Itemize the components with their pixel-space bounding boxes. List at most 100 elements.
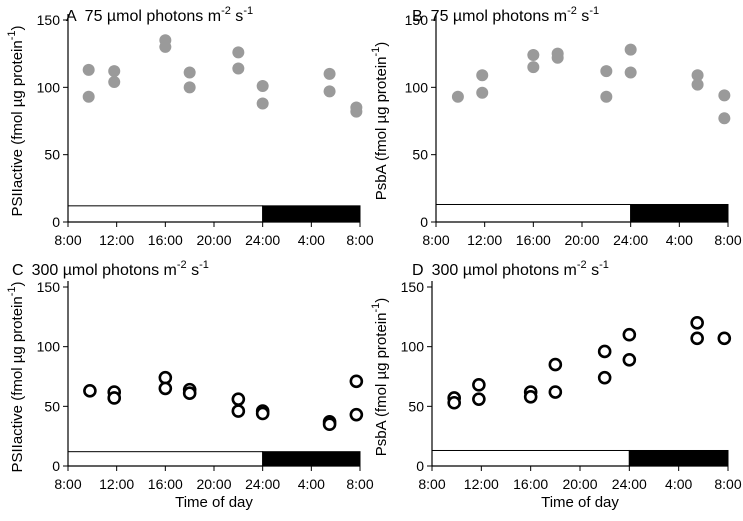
y-tick-label: 100 <box>405 79 429 95</box>
panel-c: 0 50 100 150 8:00 12:00 16:00 20:00 24:00 4:00 8:0… <box>6 259 374 511</box>
panel-title: C 300 µmol photons m-2 s-1 <box>12 259 209 279</box>
data-point <box>447 395 462 410</box>
x-tick-label: 20:00 <box>564 232 599 248</box>
x-tick-label: 24:00 <box>245 232 280 248</box>
x-tick-label: 24:00 <box>613 232 648 248</box>
data-point <box>182 386 197 401</box>
data-point <box>476 69 489 82</box>
data-point <box>183 81 196 94</box>
y-tick-label: 150 <box>401 279 425 295</box>
x-tick-label: 20:00 <box>196 476 231 492</box>
data-point <box>717 331 732 346</box>
dark-period-bar <box>262 451 361 467</box>
x-axis-title: Time of day <box>175 494 253 511</box>
data-point <box>527 61 540 74</box>
data-point <box>600 65 613 78</box>
data-point <box>718 112 731 125</box>
data-point <box>322 417 337 432</box>
data-point <box>690 331 704 346</box>
data-point <box>107 391 122 405</box>
data-point <box>323 85 336 98</box>
dark-period-bar <box>262 205 361 223</box>
data-point <box>83 384 97 398</box>
data-point <box>691 78 704 91</box>
light-period-bar <box>67 451 264 467</box>
y-tick-label: 50 <box>44 147 60 163</box>
data-point <box>183 66 196 79</box>
x-tick-label: 4:00 <box>665 476 692 492</box>
data-point <box>548 385 563 399</box>
x-tick-label: 8:00 <box>346 476 373 492</box>
data-point <box>349 374 364 389</box>
data-point <box>232 62 245 75</box>
data-point <box>350 105 363 118</box>
y-axis-title: PSIIactive (fmol µg protein-1) <box>6 26 26 217</box>
panel-b: 0 50 100 150 8:00 12:00 16:00 20:00 24:00 4:00 8:0… <box>370 5 742 248</box>
light-period-bar <box>431 449 630 467</box>
x-tick-label: 16:00 <box>148 476 183 492</box>
data-point <box>691 69 704 82</box>
y-axis-title: PSIIactive (fmol µg protein-1) <box>6 282 26 473</box>
data-point <box>159 40 172 53</box>
x-tick-label: 20:00 <box>562 476 597 492</box>
data-point <box>622 327 637 342</box>
y-tick-label: 0 <box>52 458 60 474</box>
panel-d: 0 50 100 150 8:00 12:00 16:00 20:00 24:00 4:00 8:0… <box>370 259 742 511</box>
data-point <box>523 389 538 404</box>
data-point <box>597 344 612 359</box>
y-tick-label: 50 <box>44 398 60 414</box>
y-tick-label: 150 <box>37 12 61 28</box>
x-tick-label: 4:00 <box>298 232 325 248</box>
x-tick-label: 8:00 <box>714 476 741 492</box>
data-point <box>690 315 704 330</box>
data-point <box>476 86 489 99</box>
x-tick-label: 8:00 <box>346 232 373 248</box>
y-tick-label: 0 <box>416 458 424 474</box>
x-tick-label: 8:00 <box>54 232 81 248</box>
y-tick-label: 100 <box>37 339 61 355</box>
data-point <box>349 407 364 422</box>
x-tick-label: 4:00 <box>666 232 693 248</box>
panel-title: B 75 µmol photons m-2 s-1 <box>412 5 599 25</box>
data-point <box>231 404 246 418</box>
data-point <box>232 46 245 59</box>
y-tick-label: 150 <box>405 12 429 28</box>
x-axis-title: Time of day <box>541 494 619 511</box>
y-tick-label: 100 <box>401 339 425 355</box>
panel-title: A 75 µmol photons m-2 s-1 <box>66 5 253 25</box>
x-tick-label: 12:00 <box>464 476 499 492</box>
x-tick-label: 8:00 <box>422 232 449 248</box>
x-tick-label: 4:00 <box>298 476 325 492</box>
data-point <box>256 79 269 92</box>
panel-a: 0 50 100 150 8:00 12:00 16:00 20:00 24:00 4:00 8:0… <box>6 5 374 248</box>
data-point <box>108 75 121 88</box>
y-tick-label: 50 <box>412 147 428 163</box>
data-point <box>597 370 612 385</box>
x-tick-label: 16:00 <box>513 476 548 492</box>
data-point <box>624 43 637 56</box>
data-point <box>323 67 336 80</box>
x-tick-label: 16:00 <box>148 232 183 248</box>
data-point <box>472 378 486 392</box>
data-point <box>527 49 540 62</box>
data-point <box>82 90 95 103</box>
x-tick-label: 24:00 <box>245 476 280 492</box>
panel-title: D 300 µmol photons m-2 s-1 <box>412 259 609 279</box>
x-tick-label: 8:00 <box>54 476 81 492</box>
x-tick-label: 20:00 <box>196 232 231 248</box>
x-tick-label: 12:00 <box>467 232 502 248</box>
y-tick-label: 50 <box>408 398 424 414</box>
data-point <box>624 66 637 79</box>
data-point <box>231 392 246 406</box>
data-point <box>718 89 731 102</box>
dark-period-bar <box>630 203 729 223</box>
light-period-bar <box>67 205 264 223</box>
data-point <box>255 406 270 421</box>
data-point <box>158 381 173 396</box>
data-point <box>472 392 486 406</box>
data-point <box>82 63 95 76</box>
y-tick-label: 0 <box>420 214 428 230</box>
data-point <box>622 352 637 367</box>
x-tick-label: 8:00 <box>714 232 741 248</box>
